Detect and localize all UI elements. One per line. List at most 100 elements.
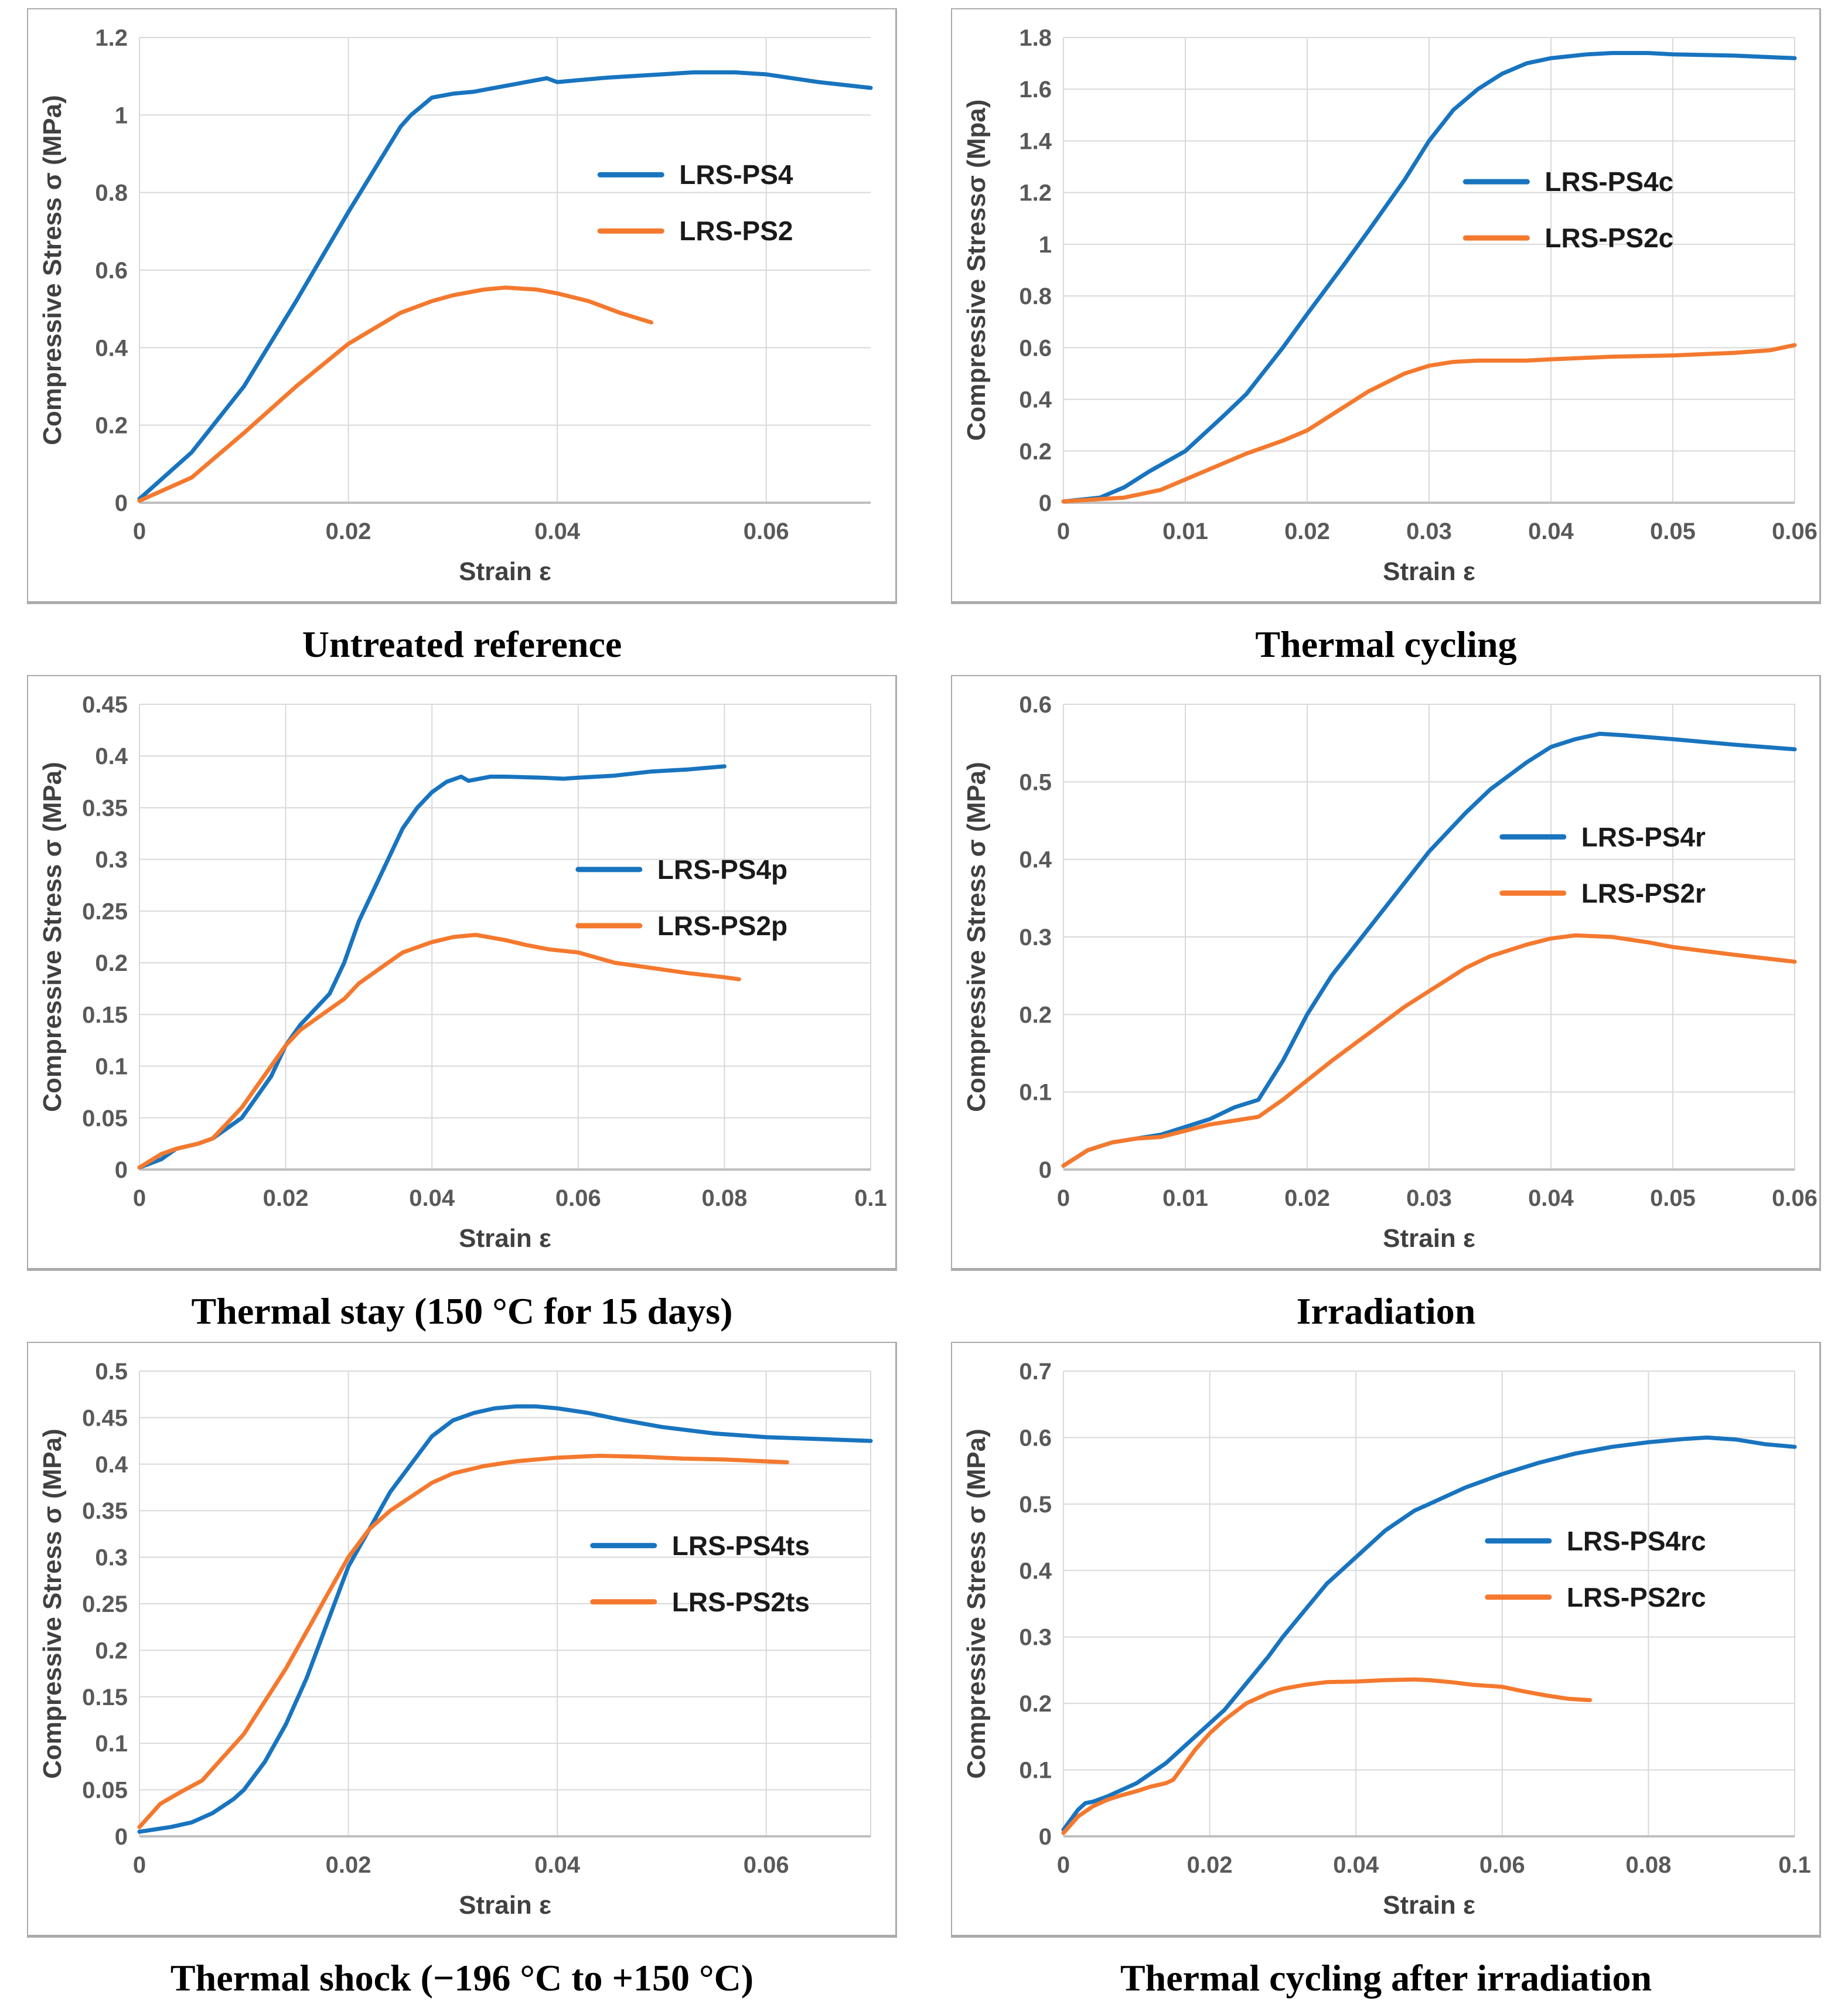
x-tick-label: 0.02 bbox=[326, 1852, 371, 1878]
y-tick-label: 0 bbox=[1039, 490, 1052, 516]
x-tick-label: 0 bbox=[133, 1852, 146, 1878]
x-tick-label: 0.06 bbox=[1772, 1185, 1818, 1211]
chart-plot: 0 0.01 0.02 0.03 0.04 0.05 0.06 0 0.1 0.2 0.3 0.4 0.… bbox=[962, 692, 1818, 1253]
y-tick-label: 0.2 bbox=[1019, 1691, 1052, 1717]
y-axis-title: Compressive Stress σ (MPa) bbox=[962, 762, 991, 1112]
y-tick-label: 0.6 bbox=[1019, 335, 1052, 361]
legend: LRS-PS4ts LRS-PS2ts bbox=[590, 1530, 810, 1617]
y-tick-label: 0.3 bbox=[95, 1545, 128, 1571]
x-tick-label: 0.08 bbox=[701, 1185, 747, 1211]
y-tick-label: 0.6 bbox=[1019, 1425, 1052, 1451]
x-tick-label: 0.06 bbox=[1479, 1852, 1525, 1878]
x-tick-label: 0.06 bbox=[555, 1185, 601, 1211]
y-tick-label: 0.4 bbox=[1019, 1558, 1052, 1584]
y-tick-label: 0.2 bbox=[95, 413, 128, 439]
y-tick-label: 0.1 bbox=[1019, 1758, 1052, 1784]
y-tick-label: 0.7 bbox=[1019, 1359, 1052, 1385]
y-tick-label: 0.15 bbox=[82, 1002, 128, 1028]
legend: LRS-PS4c LRS-PS2c bbox=[1462, 166, 1673, 253]
legend-label-LRS-PS4rc: LRS-PS4rc bbox=[1567, 1526, 1706, 1556]
series-line-LRS-PS4r bbox=[1061, 731, 1797, 1168]
y-tick-label: 0.05 bbox=[82, 1778, 128, 1804]
series-line-LRS-PS4ts bbox=[137, 1404, 873, 1834]
x-tick-labels: 00.020.040.060.08 bbox=[133, 519, 789, 544]
x-axis-title: Strain ε bbox=[1383, 557, 1475, 586]
y-tick-label: 0.25 bbox=[82, 899, 128, 925]
y-tick-label: 0.25 bbox=[82, 1591, 128, 1617]
legend-label-LRS-PS4r: LRS-PS4r bbox=[1581, 821, 1706, 852]
x-tick-label: 0 bbox=[1057, 1852, 1070, 1878]
y-tick-label: 0.4 bbox=[1019, 387, 1052, 413]
series-line-LRS-PS4rc bbox=[1061, 1435, 1797, 1832]
y-tick-label: 0.6 bbox=[95, 258, 128, 284]
chart-cell-untreated: 00.020.040.060.0800.20.40.60.811.2Strain… bbox=[0, 0, 924, 667]
x-tick-label: 0.02 bbox=[263, 1185, 309, 1211]
legend-label-LRS-PS4c: LRS-PS4c bbox=[1544, 166, 1673, 197]
chart-plot: 00.020.040.060.0800.050.10.150.20.250.30… bbox=[38, 1359, 873, 1920]
y-tick-label: 0 bbox=[115, 1157, 128, 1183]
y-tick-label: 0.5 bbox=[95, 1359, 128, 1385]
gridlines bbox=[1063, 37, 1795, 503]
series-line-LRS-PS2ts bbox=[137, 1454, 789, 1829]
y-tick-label: 0.45 bbox=[82, 1405, 128, 1431]
y-tick-label: 0.3 bbox=[95, 847, 128, 873]
y-tick-label: 0.3 bbox=[1019, 925, 1052, 950]
gridlines bbox=[139, 704, 871, 1170]
legend: LRS-PS4rc LRS-PS2rc bbox=[1485, 1526, 1706, 1613]
y-tick-label: 1 bbox=[115, 103, 128, 128]
chart-cell-thermal-stay: 0 0.02 0.04 0.06 0.08 0.1 0 0.05 0.1 0.15 0.2 0.25 0… bbox=[0, 667, 924, 1334]
x-tick-label: 0.1 bbox=[854, 1185, 887, 1211]
x-tick-label: 0.02 bbox=[1187, 1852, 1233, 1878]
chart-cell-irradiation: 0 0.01 0.02 0.03 0.04 0.05 0.06 0 0.1 0.2 0.3 0.4 0.… bbox=[924, 667, 1848, 1334]
chart-plot: 0 0.02 0.04 0.06 0.08 0.100.050.10.150.20.250… bbox=[38, 692, 887, 1253]
y-tick-label: 1.8 bbox=[1019, 25, 1052, 51]
x-tick-label: 0.04 bbox=[1528, 519, 1574, 544]
legend: LRS-PS4p LRS-PS2p bbox=[575, 854, 787, 941]
x-tick-labels: 0 0.01 0.02 0.03 0.04 0.05 0.06 bbox=[1057, 1185, 1818, 1211]
chart-canvas-untreated: 00.020.040.060.0800.20.40.60.811.2Strain… bbox=[27, 8, 897, 604]
y-tick-label: 0.2 bbox=[1019, 439, 1052, 465]
x-tick-label: 0.02 bbox=[326, 519, 371, 544]
y-tick-labels: 0 0.1 0.2 0.3 0.4 0.5 0.6 0.7 bbox=[1019, 1359, 1052, 1850]
y-tick-label: 0.1 bbox=[95, 1054, 128, 1080]
legend-label-LRS-PS2ts: LRS-PS2ts bbox=[672, 1587, 810, 1617]
y-tick-label: 0.45 bbox=[82, 692, 128, 718]
x-tick-label: 0.05 bbox=[1650, 519, 1696, 544]
x-tick-label: 0.08 bbox=[1625, 1852, 1671, 1878]
x-axis-title: Strain ε bbox=[459, 1891, 551, 1920]
y-tick-label: 1.4 bbox=[1019, 128, 1052, 154]
y-axis-title: Compressive Stress σ (MPa) bbox=[962, 1429, 991, 1778]
legend-label-LRS-PS4: LRS-PS4 bbox=[679, 159, 793, 190]
series-line-LRS-PS2p bbox=[137, 933, 741, 1170]
y-tick-label: 0.35 bbox=[82, 795, 128, 821]
chart-plot: 00.020.040.060.0800.20.40.60.811.2Strain… bbox=[38, 25, 873, 586]
chart-canvas-thermal-cycling-after-irradiation: 0 0.02 0.04 0.06 0.08 0.1 0 0.1 0.2 0.3 0.4 0.5 0.6 0… bbox=[951, 1342, 1821, 1938]
legend: LRS-PS4r LRS-PS2r bbox=[1499, 821, 1706, 908]
chart-canvas-irradiation: 0 0.01 0.02 0.03 0.04 0.05 0.06 0 0.1 0.2 0.3 0.4 0.… bbox=[951, 675, 1821, 1271]
y-tick-label: 0.3 bbox=[1019, 1625, 1052, 1651]
y-axis-title: Compressive Stress σ (MPa) bbox=[38, 1429, 67, 1778]
series-line-LRS-PS2r bbox=[1061, 933, 1797, 1168]
y-tick-label: 0.05 bbox=[82, 1106, 128, 1131]
chart-caption: Thermal stay (150 °C for 15 days) bbox=[191, 1290, 733, 1332]
y-tick-label: 1.2 bbox=[95, 25, 128, 51]
x-tick-label: 0.03 bbox=[1406, 1185, 1452, 1211]
chart-caption: Thermal cycling after irradiation bbox=[1120, 1957, 1652, 1999]
chart-plot: 0 0.02 0.04 0.06 0.08 0.100.10.20.30.40.50.60… bbox=[962, 1359, 1811, 1920]
y-axis-title: Compressive Stress σ (MPa) bbox=[38, 762, 67, 1112]
x-tick-label: 0.04 bbox=[409, 1185, 455, 1211]
x-axis-title: Strain ε bbox=[459, 557, 551, 586]
y-tick-labels: 0 0.1 0.2 0.3 0.4 0.5 0.6 bbox=[1019, 692, 1052, 1183]
y-tick-label: 0.4 bbox=[95, 335, 128, 361]
x-tick-label: 0 bbox=[1057, 1185, 1070, 1211]
gridlines bbox=[139, 37, 871, 503]
y-tick-label: 0.35 bbox=[82, 1498, 128, 1524]
y-tick-label: 1 bbox=[1039, 232, 1052, 258]
y-tick-label: 0.2 bbox=[95, 1638, 128, 1663]
y-tick-label: 0.8 bbox=[95, 180, 128, 206]
legend-label-LRS-PS2p: LRS-PS2p bbox=[657, 911, 787, 941]
chart-canvas-thermal-shock: 00.020.040.060.0800.050.10.150.20.250.30… bbox=[27, 1342, 897, 1938]
x-tick-label: 0.02 bbox=[1284, 1185, 1330, 1211]
chart-caption: Thermal cycling bbox=[1255, 623, 1517, 665]
x-tick-label: 0.04 bbox=[534, 519, 581, 544]
